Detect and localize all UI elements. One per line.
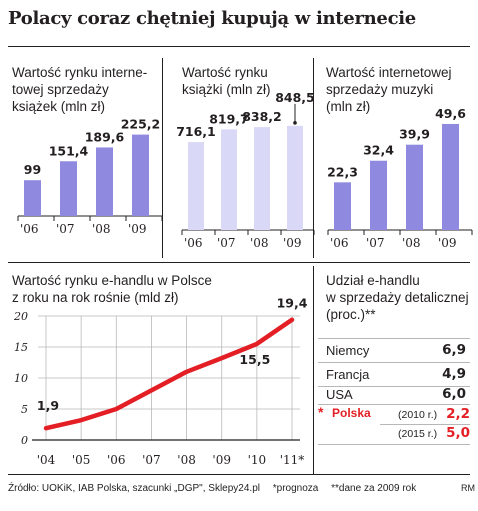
section-divider — [8, 262, 470, 263]
value-label: 22,3 — [327, 164, 358, 179]
bar — [334, 182, 351, 230]
x-tick-label: '05 — [72, 453, 91, 467]
x-tick-label: '08 — [402, 236, 421, 250]
books-online-chart-title: Wartość rynku interne- towej sprzedaży k… — [12, 65, 148, 114]
country-name: USA — [326, 387, 353, 402]
point-label: 19,4 — [277, 296, 308, 311]
bar — [188, 142, 204, 230]
books-market-bar-chart: '06 716,1 '07 819,7 '08 838,2 '09 848,5 — [176, 90, 315, 250]
x-tick-label: '07 — [366, 236, 385, 250]
panel-separator — [162, 58, 163, 258]
bar — [370, 160, 387, 230]
share-value: 6,0 — [442, 386, 466, 402]
bar — [406, 144, 423, 230]
bar — [442, 123, 459, 230]
value-label: 848,5 — [275, 90, 315, 105]
x-tick-label: '06 — [330, 236, 349, 250]
x-tick-label: '06 — [20, 222, 39, 236]
highlight-marker: * — [318, 404, 324, 420]
bar — [96, 147, 113, 216]
share-value: 4,9 — [442, 366, 466, 382]
books-market-chart-title: Wartość rynku książki (mln zł) — [182, 65, 271, 97]
footer-divider — [8, 474, 470, 475]
header-divider — [8, 46, 470, 47]
highlight-country: Polska — [332, 406, 371, 420]
x-tick-label: '09 — [212, 453, 231, 467]
x-tick-label: '08 — [92, 222, 111, 236]
value-label: 189,6 — [85, 129, 125, 144]
highlight-value: 2,2 — [446, 406, 470, 422]
table-row: Niemcy 6,9 — [318, 340, 470, 362]
bar — [60, 161, 77, 216]
table-divider — [318, 338, 470, 339]
bar — [254, 127, 270, 230]
table-row: Francja 4,9 — [318, 364, 470, 386]
books-online-bar-chart: '06 99 '07 151,4 '08 189,6 '09 225,2 — [17, 117, 163, 236]
table-divider — [318, 444, 470, 445]
leader-dot — [293, 121, 297, 125]
page-title: Polacy coraz chętniej kupują w interneci… — [8, 8, 416, 29]
value-label: 49,6 — [435, 106, 466, 121]
highlight-year: (2010 r.) — [398, 409, 438, 421]
ecommerce-chart-title: Wartość rynku e-handlu w Polsce z roku n… — [12, 273, 212, 305]
table-divider — [318, 386, 470, 387]
music-online-chart-title: Wartość internetowej sprzedaży muzyki (m… — [326, 65, 452, 114]
country-name: Francja — [326, 367, 370, 382]
x-tick-label: '09 — [438, 236, 457, 250]
bar — [132, 134, 149, 216]
point-label: 1,9 — [37, 398, 59, 413]
panel-separator — [313, 266, 314, 474]
value-label: 716,1 — [176, 124, 216, 139]
table-divider — [318, 362, 470, 363]
forecast-note: *prognoza — [272, 483, 319, 494]
bar — [221, 129, 237, 230]
x-tick-label: '04 — [37, 453, 56, 467]
x-tick-label: '09 — [283, 236, 302, 250]
data-year-note: **dane za 2009 rok — [331, 483, 417, 494]
x-tick-label: '06 — [184, 236, 203, 250]
y-tick-label: 15 — [14, 341, 28, 354]
share-value: 6,9 — [442, 342, 466, 358]
table-divider — [318, 404, 470, 405]
ecommerce-share-title: Udział e-handlu w sprzedaży detalicznej … — [326, 273, 469, 322]
music-online-bar-chart: '06 22,3 '07 32,4 '08 39,9 '09 49,6 — [327, 106, 473, 250]
point-label: 15,5 — [239, 352, 270, 367]
x-tick-label: '11* — [280, 453, 305, 467]
series-line — [43, 317, 295, 431]
footer: Źródło: UOKiK, IAB Polska, szacunki „DGP… — [8, 483, 475, 494]
x-tick-label: '10 — [248, 453, 267, 467]
author-credit: RM — [461, 483, 475, 493]
x-tick-label: '08 — [250, 236, 269, 250]
value-label: 151,4 — [49, 143, 89, 158]
highlight-year: (2015 r.) — [398, 428, 438, 440]
x-tick-label: '09 — [128, 222, 147, 236]
country-name: Niemcy — [326, 343, 370, 358]
x-tick-label: '06 — [107, 453, 126, 467]
ecommerce-line-chart: 0 5 10 15 20 '04 '05 '06 '07 '08 '09 '10 '11* 1,9 15,5… — [13, 296, 308, 467]
y-tick-label: 20 — [13, 310, 28, 323]
value-label: 32,4 — [363, 143, 394, 158]
y-tick-label: 10 — [14, 372, 28, 385]
value-label: 39,9 — [399, 127, 430, 142]
panel-separator — [313, 58, 314, 258]
table-divider — [380, 424, 470, 425]
bar — [287, 125, 303, 230]
x-tick-label: '07 — [142, 453, 161, 467]
value-label: 99 — [24, 162, 41, 177]
highlight-value: 5,0 — [446, 425, 470, 441]
y-tick-label: 5 — [21, 403, 28, 416]
y-tick-label: 0 — [21, 434, 28, 447]
source-note: Źródło: UOKiK, IAB Polska, szacunki „DGP… — [8, 483, 260, 494]
value-label: 838,2 — [242, 109, 282, 124]
value-label: 225,2 — [121, 117, 161, 132]
bar — [24, 180, 41, 216]
table-row: USA 6,0 — [318, 384, 470, 406]
x-tick-label: '07 — [56, 222, 75, 236]
value-label: 819,7 — [209, 111, 249, 126]
x-tick-label: '07 — [217, 236, 236, 250]
x-tick-label: '08 — [177, 453, 196, 467]
